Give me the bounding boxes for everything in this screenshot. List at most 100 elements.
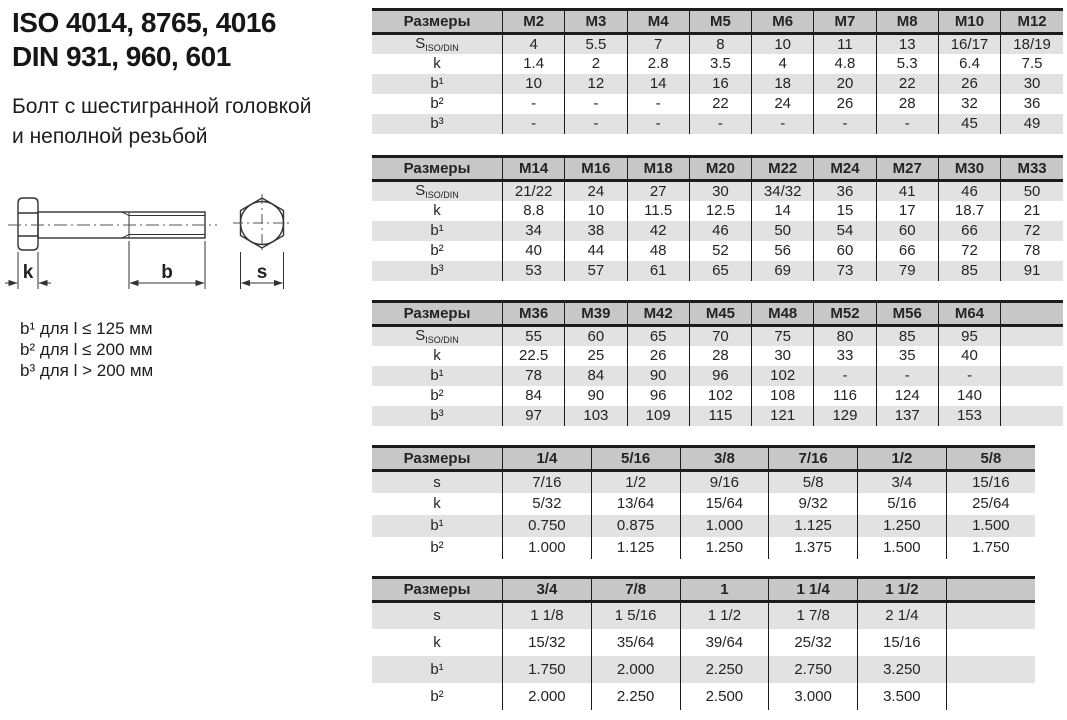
column-header: M52 — [813, 301, 877, 326]
table-cell: 35 — [875, 345, 939, 366]
table-cell: 1.000 — [502, 536, 592, 559]
table-cell: 61 — [626, 260, 690, 281]
column-header: M39 — [564, 301, 628, 326]
table-cell: 1/2 — [590, 470, 680, 493]
table-cell: 1 1/2 — [679, 601, 769, 629]
table-cell: 1.250 — [857, 514, 947, 537]
table-cell: 103 — [564, 405, 628, 426]
column-header: M56 — [875, 301, 939, 326]
table-corner-label: Размеры — [372, 156, 503, 181]
table-cell: 97 — [501, 405, 565, 426]
table-cell: 65 — [626, 325, 690, 346]
column-header: M30 — [937, 156, 1001, 181]
column-header: M12 — [1000, 9, 1063, 34]
table-cell: 30 — [688, 180, 752, 201]
table-row: b³ - - - - - - -45 49 — [372, 113, 1063, 134]
table-cell: 15/16 — [857, 628, 947, 656]
table-cell: 15/16 — [945, 470, 1035, 493]
table-cell: 95 — [937, 325, 1001, 346]
column-header: M20 — [688, 156, 752, 181]
column-header: 1 1/4 — [768, 577, 858, 602]
table-row: b² - - -22 24 26 28 32 36 — [372, 93, 1063, 114]
column-header: M8 — [875, 9, 939, 34]
table-metric-m14-m33: Размеры M14 M16 M18 M20 M22 M24 M27 M30 M33 SISO/D… — [372, 155, 1063, 281]
footnote-b2: b² для l ≤ 200 мм — [20, 340, 153, 359]
table-cell: 13 — [875, 33, 939, 54]
standards-title-block: ISO 4014, 8765, 4016 DIN 931, 960, 601 — [12, 6, 277, 74]
table-cell: 5.5 — [564, 33, 628, 54]
column-header: 5/16 — [590, 446, 680, 471]
row-label: b² — [430, 687, 444, 705]
column-header: M7 — [813, 9, 877, 34]
column-header: 1 — [679, 577, 769, 602]
table-cell: 45 — [937, 113, 1001, 134]
table-cell: 102 — [688, 385, 752, 406]
table-header-row: Размеры 3/4 7/8 1 1 1/4 1 1/2 — [372, 577, 1035, 602]
table-cell: 24 — [751, 93, 814, 114]
table-cell: 1.125 — [590, 536, 680, 559]
table-cell: 10 — [501, 73, 565, 94]
table-cell: 4 — [501, 33, 565, 54]
table-cell: 6.4 — [937, 53, 1001, 74]
table-cell: 65 — [688, 260, 752, 281]
table-cell: 9/32 — [768, 492, 858, 515]
table-cell: 34/32 — [751, 180, 814, 201]
row-label: b² — [430, 387, 444, 404]
table-row: b² 1.000 1.125 1.250 1.375 1.500 1.750 — [372, 536, 1035, 559]
table-cell: 17 — [875, 200, 939, 221]
table-cell: 80 — [813, 325, 877, 346]
dimension-k — [5, 252, 51, 289]
table-cell: 108 — [751, 385, 814, 406]
table-cell: 28 — [688, 345, 752, 366]
table-cell: 18 — [751, 73, 814, 94]
table-cell: 1.750 — [945, 536, 1035, 559]
iso-standards-title: ISO 4014, 8765, 4016 — [12, 7, 277, 38]
table-cell: 7 — [626, 33, 690, 54]
table-cell: - — [501, 113, 565, 134]
table-cell: 40 — [501, 240, 565, 261]
table-header-row: Размеры M2 M3 M4 M5 M6 M7 M8 M10 M12 — [372, 9, 1063, 34]
table-cell: 16/17 — [937, 33, 1001, 54]
column-header: M2 — [501, 9, 565, 34]
row-label: b¹ — [430, 367, 444, 384]
table-cell: 0.875 — [590, 514, 680, 537]
table-row: k 1.4 2 2.8 3.5 4 4.8 5.3 6.4 7.5 — [372, 53, 1063, 74]
row-label: SISO/DIN — [415, 327, 459, 346]
table-imperial-three-quarter-to-one-half: Размеры 3/4 7/8 1 1 1/4 1 1/2 s 1 1/8 1 5/16 1 1/… — [372, 576, 1035, 710]
table-cell: 91 — [1000, 260, 1063, 281]
table-cell: 50 — [751, 220, 814, 241]
row-label: s — [433, 607, 441, 625]
row-label: b¹ — [430, 222, 444, 239]
table-cell: 3.250 — [857, 655, 947, 683]
table-row: b¹ 0.750 0.875 1.000 1.125 1.250 1.500 — [372, 514, 1035, 537]
table-cell: 7/16 — [502, 470, 592, 493]
table-cell: 3/4 — [857, 470, 947, 493]
table-cell: 1.750 — [502, 655, 592, 683]
row-label: b¹ — [430, 517, 444, 534]
table-cell: 66 — [937, 220, 1001, 241]
table-cell: 2.250 — [590, 682, 680, 710]
table-cell: 30 — [751, 345, 814, 366]
table-row: b¹ 10 12 14 16 18 20 22 26 30 — [372, 73, 1063, 94]
table-row: b¹ 1.750 2.000 2.250 2.750 3.250 — [372, 655, 1035, 683]
table-row: SISO/DIN 21/22 24 27 30 34/32 36 41 46 50 — [372, 180, 1063, 201]
table-cell: 20 — [813, 73, 877, 94]
table-row: b³ 53 57 61 65 69 73 79 85 91 — [372, 260, 1063, 281]
table-cell: - — [564, 113, 628, 134]
table-cell: 12.5 — [688, 200, 752, 221]
table-cell: 8 — [688, 33, 752, 54]
table-cell: 1 1/8 — [502, 601, 592, 629]
row-label: s — [433, 473, 441, 491]
table-cell: 60 — [813, 240, 877, 261]
column-header: M10 — [937, 9, 1001, 34]
table-cell: 153 — [937, 405, 1001, 426]
table-row: b³ 97 103 109 115 121 129 137 153 — [372, 405, 1063, 426]
column-header: 3/8 — [679, 446, 769, 471]
column-header: M5 — [688, 9, 752, 34]
table-cell: 1.4 — [501, 53, 565, 74]
table-cell: 10 — [751, 33, 814, 54]
table-metric-m36-m64: Размеры M36 M39 M42 M45 M48 M52 M56 M64 SISO/DIN 5… — [372, 300, 1063, 426]
table-cell: 96 — [688, 365, 752, 386]
table-cell: 52 — [688, 240, 752, 261]
table-cell: - — [688, 113, 752, 134]
